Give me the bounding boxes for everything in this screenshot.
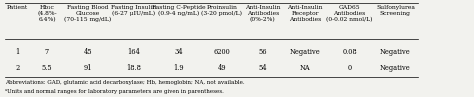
Text: Hb₁c
(4.8%-
6.4%): Hb₁c (4.8%- 6.4%) — [37, 5, 57, 22]
Text: Fasting Blood
Glucose
(70-115 mg/dL): Fasting Blood Glucose (70-115 mg/dL) — [64, 5, 112, 22]
Text: 91: 91 — [84, 64, 92, 72]
Text: 34: 34 — [174, 48, 182, 56]
Text: 7: 7 — [45, 48, 49, 56]
Text: 18.8: 18.8 — [127, 64, 141, 72]
Text: Negative: Negative — [380, 64, 411, 72]
Text: 49: 49 — [218, 64, 226, 72]
Text: 45: 45 — [84, 48, 92, 56]
Text: Anti-Insulin
Antibodies
(0%-2%): Anti-Insulin Antibodies (0%-2%) — [245, 5, 281, 22]
Text: 6200: 6200 — [213, 48, 230, 56]
Text: NA: NA — [300, 64, 310, 72]
Text: 0: 0 — [347, 64, 352, 72]
Text: 56: 56 — [259, 48, 267, 56]
Text: Fasting Insulin
(6-27 μIU/mL): Fasting Insulin (6-27 μIU/mL) — [111, 5, 156, 16]
Text: Negative: Negative — [380, 48, 411, 56]
Text: 0.08: 0.08 — [342, 48, 357, 56]
Text: Sulfonylurea
Screening: Sulfonylurea Screening — [376, 5, 415, 16]
Text: Negative: Negative — [290, 48, 320, 56]
Text: Patient: Patient — [7, 5, 28, 10]
Text: 2: 2 — [16, 64, 20, 72]
Text: 54: 54 — [258, 64, 267, 72]
Text: 1: 1 — [16, 48, 20, 56]
Text: 164: 164 — [128, 48, 140, 56]
Text: Abbreviations: GAD, glutamic acid decarboxylase; Hb, hemoglobin; NA, not availab: Abbreviations: GAD, glutamic acid decarb… — [5, 80, 245, 85]
Text: Fasting C-Peptide
(0.9-4 ng/mL): Fasting C-Peptide (0.9-4 ng/mL) — [152, 5, 205, 16]
Text: 1.9: 1.9 — [173, 64, 184, 72]
Text: ᵃUnits and normal ranges for laboratory parameters are given in parentheses.: ᵃUnits and normal ranges for laboratory … — [5, 89, 224, 94]
Text: Proinsulin
(3-20 pmol/L): Proinsulin (3-20 pmol/L) — [201, 5, 242, 16]
Text: GAD65
Antibodies
(0-0.02 nmol/L): GAD65 Antibodies (0-0.02 nmol/L) — [327, 5, 373, 22]
Text: Anti-Insulin
Receptor
Antibodies: Anti-Insulin Receptor Antibodies — [287, 5, 323, 22]
Text: 5.5: 5.5 — [42, 64, 52, 72]
